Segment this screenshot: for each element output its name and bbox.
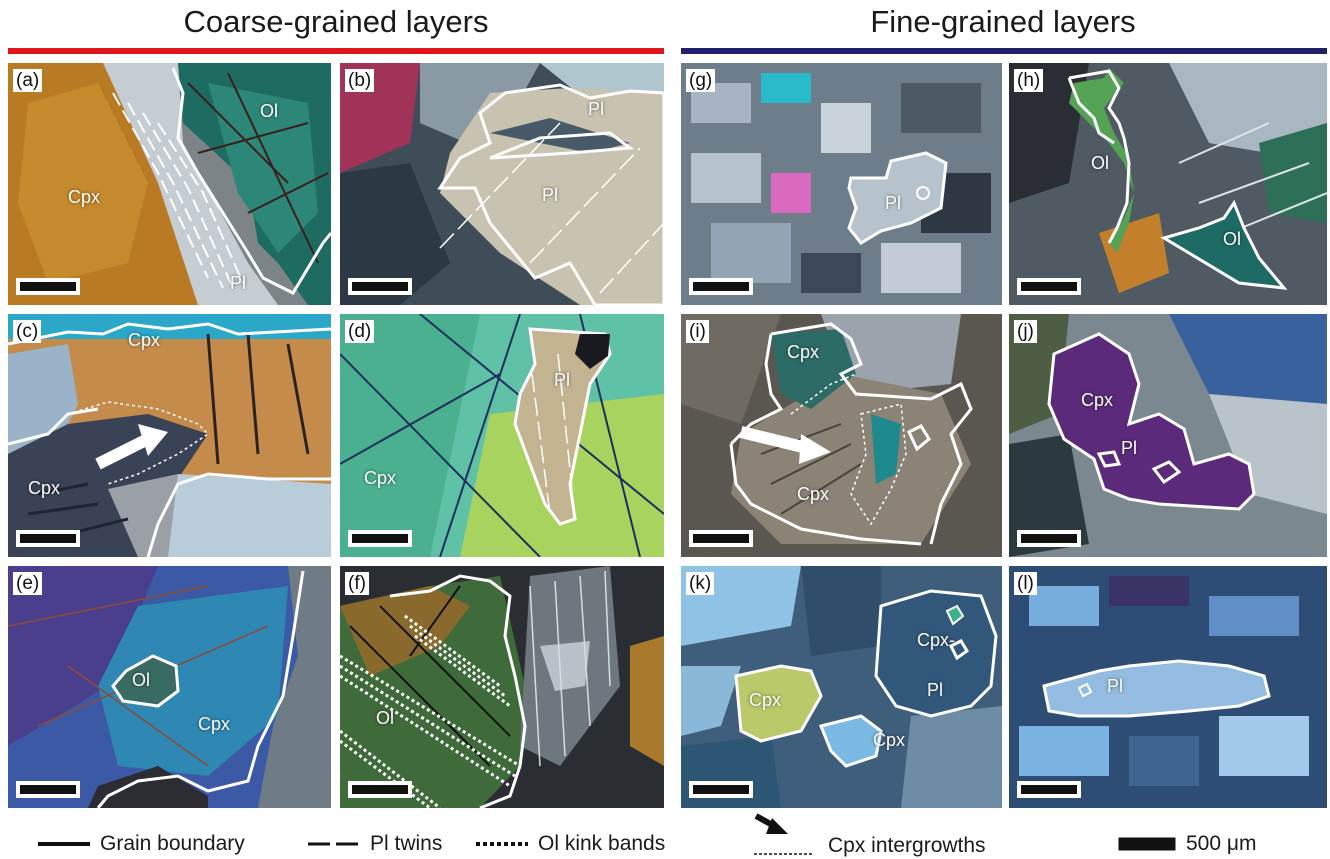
panel-h-ol-bottom-label: Ol	[1223, 229, 1241, 249]
legend-grain-boundary-text: Grain boundary	[100, 832, 245, 855]
panel-k-micrograph	[681, 566, 1002, 808]
dotted-line-icon	[476, 842, 528, 846]
panel-j-scale-bar	[1017, 530, 1081, 547]
figure-legend: Grain boundary Pl twins Ol kink bands Cp…	[0, 832, 1330, 859]
panel-c-label: (c)	[13, 320, 42, 343]
panel-f: (f) Ol	[340, 566, 664, 808]
panel-b-pl-main-label: Pl	[542, 185, 559, 205]
panel-a-ol-label: Ol	[260, 101, 278, 121]
legend-ol-kink-bands-text: Ol kink bands	[538, 832, 666, 855]
panel-h: (h) Ol Ol	[1009, 63, 1327, 305]
panel-a-scale-bar	[16, 278, 80, 295]
dashed-line-icon	[308, 842, 360, 846]
legend-scale: 500 μm	[1118, 832, 1256, 856]
panel-j: (j) Cpx Pl	[1009, 314, 1327, 557]
panel-b-micrograph	[340, 63, 664, 305]
panel-b: (b) Pl Pl	[340, 63, 664, 305]
panel-f-ol-label: Ol	[376, 708, 394, 728]
panel-d-label: (d)	[345, 320, 375, 343]
panel-b-scale-bar	[348, 278, 412, 295]
legend-pl-twins-text: Pl twins	[370, 832, 443, 855]
panel-h-label: (h)	[1014, 69, 1044, 92]
panel-c-scale-bar	[16, 530, 80, 547]
coarse-layers-title: Coarse-grained layers	[183, 4, 489, 39]
panel-c-cpx-top-label: Cpx	[128, 330, 161, 350]
panel-g-label: (g)	[686, 69, 716, 92]
panel-i-cpx-bottom-label: Cpx	[797, 484, 830, 504]
panel-i-cpx-top-label: Cpx	[787, 342, 820, 362]
panel-a-cpx-label: Cpx	[68, 187, 101, 207]
panel-a-micrograph	[8, 63, 331, 305]
panel-h-ol-top-label: Ol	[1091, 153, 1109, 173]
panel-k-cpx-right-label: Cpx-	[917, 630, 956, 650]
panel-d-scale-bar	[348, 530, 412, 547]
panel-j-label: (j)	[1014, 320, 1037, 343]
panel-g-scale-bar	[689, 278, 753, 295]
panel-i-scale-bar	[689, 530, 753, 547]
panel-l: (l) Pl	[1009, 566, 1327, 808]
panel-c-micrograph	[8, 314, 331, 557]
panel-f-label: (f)	[345, 572, 369, 595]
legend-cpx-intergrowths: Cpx intergrowths	[752, 832, 986, 859]
panel-h-scale-bar	[1017, 278, 1081, 295]
panel-i-micrograph	[681, 314, 1002, 557]
panel-k: (k) Cpx- Cpx Pl Cpx	[681, 566, 1002, 808]
panel-a-label: (a)	[13, 69, 43, 92]
fine-layers-rule	[681, 48, 1327, 54]
panel-c-cpx-bottom-label: Cpx	[28, 478, 61, 498]
panel-k-label: (k)	[686, 572, 715, 595]
panel-k-pl-label: Pl	[927, 680, 944, 700]
panel-f-micrograph	[340, 566, 664, 808]
panel-i: (i) Cpx Cpx	[681, 314, 1002, 557]
solid-line-icon	[38, 842, 90, 846]
panel-b-pl-top-label: Pl	[588, 99, 605, 119]
legend-cpx-intergrowths-text: Cpx intergrowths	[828, 833, 986, 857]
panel-d-pl-label: Pl	[554, 370, 571, 390]
panel-l-pl-label: Pl	[1107, 676, 1124, 696]
panel-f-scale-bar	[348, 781, 412, 798]
panel-k-cpx-left-label: Cpx	[749, 690, 782, 710]
panel-k-scale-bar	[689, 781, 753, 798]
panel-d-cpx-label: Cpx	[364, 468, 397, 488]
panel-a-pl-label: Pl	[230, 273, 247, 293]
panel-g: (g) Pl	[681, 63, 1002, 305]
panel-e-micrograph	[8, 566, 331, 808]
panel-j-pl-label: Pl	[1121, 438, 1138, 458]
legend-scale-text: 500 μm	[1186, 832, 1257, 855]
legend-grain-boundary: Grain boundary	[38, 832, 245, 856]
panel-g-micrograph	[681, 63, 1002, 305]
panel-k-cpx-bottom-label: Cpx	[873, 730, 906, 750]
coarse-layers-rule	[8, 48, 664, 54]
panel-a: (a) Ol Cpx Pl	[8, 63, 331, 305]
panel-e-ol-label: Ol	[132, 670, 150, 690]
scale-bar-icon	[1118, 837, 1176, 851]
panel-h-micrograph	[1009, 63, 1327, 305]
panel-l-label: (l)	[1014, 572, 1037, 595]
panel-d-micrograph	[340, 314, 664, 557]
panel-j-micrograph	[1009, 314, 1327, 557]
panel-c: (c) Cpx Cpx	[8, 314, 331, 557]
panel-d: (d) Pl Cpx	[340, 314, 664, 557]
panel-g-pl-label: Pl	[885, 193, 902, 213]
legend-pl-twins: Pl twins	[308, 832, 442, 856]
panel-e: (e) Ol Cpx	[8, 566, 331, 808]
black-arrow-icon	[754, 813, 788, 834]
fine-layers-title: Fine-grained layers	[870, 4, 1136, 39]
legend-ol-kink-bands: Ol kink bands	[476, 832, 665, 856]
panel-e-cpx-label: Cpx	[198, 714, 231, 734]
panel-i-label: (i)	[686, 320, 709, 343]
panel-l-micrograph	[1009, 566, 1327, 808]
panel-b-label: (b)	[345, 69, 375, 92]
panel-l-scale-bar	[1017, 781, 1081, 798]
panel-e-label: (e)	[13, 572, 43, 595]
panel-e-scale-bar	[16, 781, 80, 798]
panel-j-cpx-label: Cpx	[1081, 390, 1114, 410]
